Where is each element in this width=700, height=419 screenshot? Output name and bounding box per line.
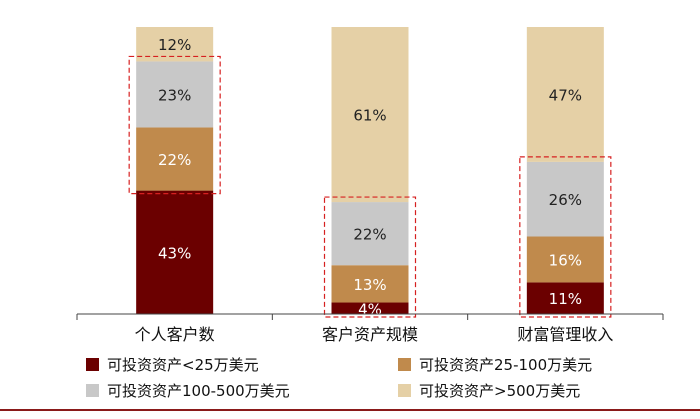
bar-segment <box>136 127 214 191</box>
bottom-divider <box>0 409 700 411</box>
legend-swatch <box>398 384 411 397</box>
x-tick-label: 财富管理收入 <box>517 325 613 344</box>
legend-label: 可投资资产25-100万美元 <box>419 356 593 374</box>
legend-item-gt500: 可投资资产>500万美元 <box>398 380 580 401</box>
data-label: 43% <box>158 244 191 262</box>
bar-segment <box>331 265 409 303</box>
x-tick-label: 客户资产规模 <box>322 325 418 344</box>
data-label: 22% <box>353 226 386 244</box>
bar-segment <box>331 202 409 266</box>
bar-segment <box>136 61 214 128</box>
legend-item-25-100: 可投资资产25-100万美元 <box>398 354 592 375</box>
data-label: 61% <box>353 107 386 125</box>
data-label: 13% <box>353 276 386 294</box>
data-label: 4% <box>358 300 382 318</box>
data-label: 16% <box>549 251 582 269</box>
highlight-box <box>323 196 417 318</box>
highlight-boxes-layer <box>128 55 612 318</box>
bar-segment <box>136 27 214 62</box>
stacked-bar-chart: 43% 22% 23% 12% 4% 13% 22% 61% 11% 16% 26% 47% 个人客户… <box>76 27 664 344</box>
bar-segment <box>136 190 214 314</box>
legend-swatch <box>86 358 99 371</box>
data-label: 23% <box>158 86 191 104</box>
legend-swatch <box>398 358 411 371</box>
data-label: 12% <box>158 36 191 54</box>
data-label: 47% <box>549 86 582 104</box>
data-label: 22% <box>158 151 191 169</box>
x-tick-marks <box>76 314 664 320</box>
legend-label: 可投资资产<25万美元 <box>107 356 259 374</box>
x-tick-labels: 个人客户数 客户资产规模 财富管理收入 <box>135 325 614 344</box>
highlight-box <box>128 55 221 195</box>
bar-segment <box>526 236 604 283</box>
x-tick-label: 个人客户数 <box>135 325 215 344</box>
bar-segment <box>526 282 604 314</box>
data-label: 26% <box>549 191 582 209</box>
bars-layer: 43% 22% 23% 12% 4% 13% 22% 61% 11% 16% 26% 47% <box>136 27 604 318</box>
legend-item-100-500: 可投资资产100-500万美元 <box>86 380 290 401</box>
bar-segment <box>331 302 409 314</box>
legend-item-lt25: 可投资资产<25万美元 <box>86 354 259 375</box>
highlight-box <box>519 156 612 318</box>
bar-segment <box>331 27 409 203</box>
data-label: 11% <box>549 290 582 308</box>
legend-label: 可投资资产>500万美元 <box>419 382 581 400</box>
bar-segment <box>526 27 604 162</box>
legend: 可投资资产<25万美元 可投资资产25-100万美元 可投资资产100-500万… <box>0 348 700 408</box>
legend-swatch <box>86 384 99 397</box>
bar-segment <box>526 161 604 237</box>
legend-label: 可投资资产100-500万美元 <box>107 382 290 400</box>
